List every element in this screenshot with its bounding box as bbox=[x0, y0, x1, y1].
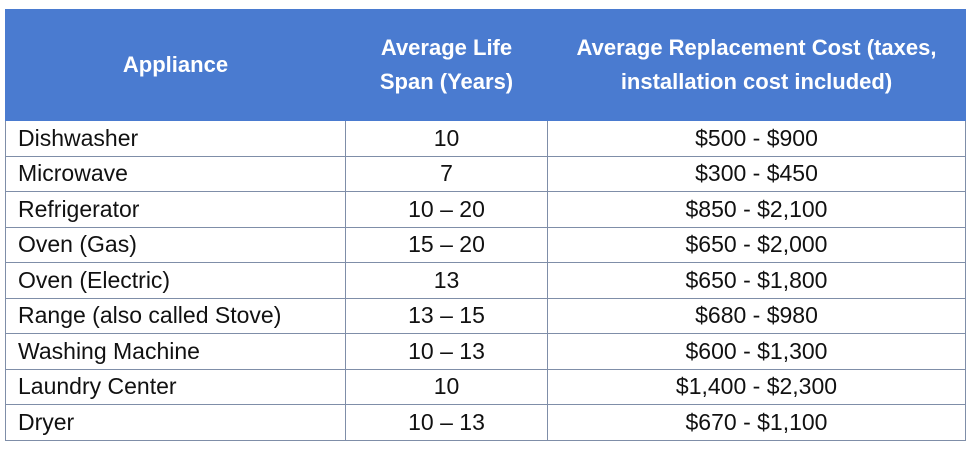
appliance-cell: Microwave bbox=[5, 155, 346, 192]
appliance-lifespan-table: Appliance Average Life Span (Years) Aver… bbox=[5, 9, 966, 441]
cost-cell: $1,400 - $2,300 bbox=[547, 368, 966, 405]
appliance-cell: Oven (Gas) bbox=[5, 226, 346, 263]
cost-cell: $300 - $450 bbox=[547, 155, 966, 192]
cost-cell: $670 - $1,100 bbox=[547, 404, 966, 441]
life-span-cell: 13 bbox=[345, 262, 548, 299]
life-span-cell: 7 bbox=[345, 155, 548, 192]
appliance-cell: Oven (Electric) bbox=[5, 262, 346, 299]
life-span-cell: 10 – 13 bbox=[345, 333, 548, 370]
table-row: Dryer 10 – 13 $670 - $1,100 bbox=[5, 404, 966, 441]
table-row: Washing Machine 10 – 13 $600 - $1,300 bbox=[5, 333, 966, 370]
table-row: Oven (Electric) 13 $650 - $1,800 bbox=[5, 262, 966, 299]
appliance-cell: Washing Machine bbox=[5, 333, 346, 370]
life-span-cell: 10 – 13 bbox=[345, 404, 548, 441]
life-span-cell: 15 – 20 bbox=[345, 226, 548, 263]
cost-cell: $600 - $1,300 bbox=[547, 333, 966, 370]
appliance-cell: Range (also called Stove) bbox=[5, 297, 346, 334]
table-row: Oven (Gas) 15 – 20 $650 - $2,000 bbox=[5, 226, 966, 263]
header-appliance: Appliance bbox=[5, 9, 346, 121]
life-span-cell: 13 – 15 bbox=[345, 297, 548, 334]
table-body: Dishwasher 10 $500 - $900 Microwave 7 $3… bbox=[5, 120, 966, 441]
table-row: Laundry Center 10 $1,400 - $2,300 bbox=[5, 368, 966, 405]
cost-cell: $650 - $2,000 bbox=[547, 226, 966, 263]
table-header-row: Appliance Average Life Span (Years) Aver… bbox=[5, 9, 966, 121]
appliance-cell: Dryer bbox=[5, 404, 346, 441]
cost-cell: $650 - $1,800 bbox=[547, 262, 966, 299]
table-row: Refrigerator 10 – 20 $850 - $2,100 bbox=[5, 191, 966, 228]
life-span-cell: 10 bbox=[345, 120, 548, 157]
cost-cell: $500 - $900 bbox=[547, 120, 966, 157]
appliance-cell: Dishwasher bbox=[5, 120, 346, 157]
appliance-cell: Laundry Center bbox=[5, 368, 346, 405]
header-replacement-cost: Average Replacement Cost (taxes, install… bbox=[547, 9, 966, 121]
table-row: Microwave 7 $300 - $450 bbox=[5, 155, 966, 192]
appliance-cell: Refrigerator bbox=[5, 191, 346, 228]
header-life-span: Average Life Span (Years) bbox=[345, 9, 548, 121]
table-row: Dishwasher 10 $500 - $900 bbox=[5, 120, 966, 157]
life-span-cell: 10 bbox=[345, 368, 548, 405]
table-row: Range (also called Stove) 13 – 15 $680 -… bbox=[5, 297, 966, 334]
cost-cell: $680 - $980 bbox=[547, 297, 966, 334]
life-span-cell: 10 – 20 bbox=[345, 191, 548, 228]
cost-cell: $850 - $2,100 bbox=[547, 191, 966, 228]
